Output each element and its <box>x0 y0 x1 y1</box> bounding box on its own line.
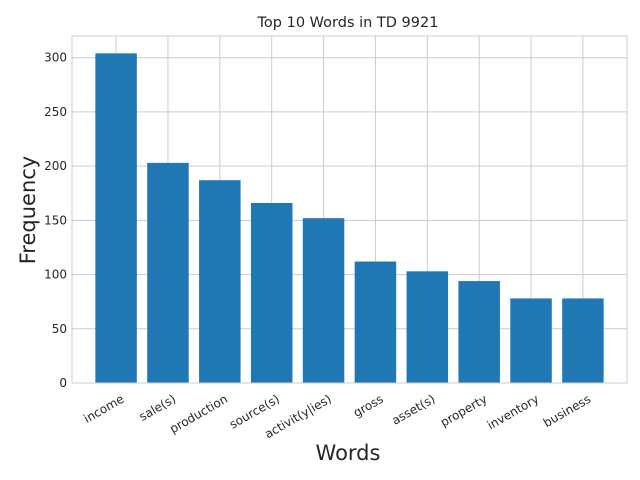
x-tick-label: production <box>167 392 230 436</box>
x-tick-label: income <box>81 392 126 426</box>
x-tick-label: gross <box>351 392 386 420</box>
chart-title: Top 10 Words in TD 9921 <box>257 15 439 31</box>
y-tick-labels: 0 50 100 150 200 250 300 <box>44 51 67 390</box>
x-tick-label: inventory <box>485 392 541 433</box>
y-tick-label: 50 <box>52 322 67 336</box>
y-tick-label: 200 <box>44 159 67 173</box>
x-axis-label: Words <box>316 441 381 465</box>
bars <box>95 53 604 383</box>
plot-frame <box>71 35 628 384</box>
y-tick-label: 150 <box>44 213 67 227</box>
bar-9 <box>562 298 604 383</box>
bar-7 <box>458 281 500 383</box>
x-tick-label: business <box>541 392 593 430</box>
bar-0 <box>95 53 137 383</box>
y-tick-label: 100 <box>44 268 67 282</box>
bar-5 <box>354 261 397 383</box>
bar-2 <box>199 180 241 383</box>
bar-4 <box>302 218 345 383</box>
bar-1 <box>147 162 189 383</box>
y-axis-label: Frequency <box>16 156 40 265</box>
x-tick-label: sale(s) <box>137 392 179 424</box>
x-tick-labels: income sale(s)productionsource(s)activit(… <box>81 392 593 441</box>
bar-3 <box>250 202 293 383</box>
x-tick-label: property <box>438 392 489 430</box>
bar-6 <box>406 271 449 383</box>
x-tick-label: asset(s) <box>389 392 437 428</box>
bar-8 <box>510 298 552 383</box>
y-tick-label: 0 <box>59 376 67 390</box>
y-tick-label: 250 <box>44 105 67 119</box>
y-tick-label: 300 <box>44 51 67 65</box>
